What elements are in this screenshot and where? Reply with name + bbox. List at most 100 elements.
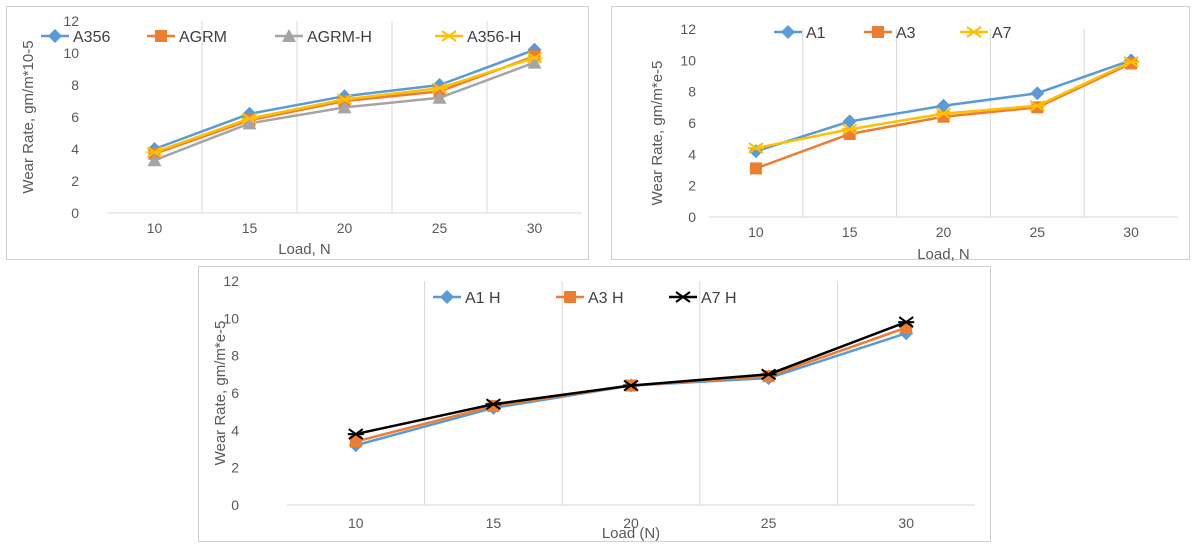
chart-panel-wear-rate-heat-treated: 0 2 4 6 8 10 12 10 15 20 25 30 Load (N) Wear Rate, gm… xyxy=(198,266,991,542)
chart-panel-wear-rate-composites: 0 2 4 6 8 10 12 10 15 20 25 30 Load, N Wear Rate, gm/… xyxy=(611,6,1190,261)
gridlines xyxy=(424,281,838,505)
series-line xyxy=(355,320,907,436)
gridlines xyxy=(802,29,1085,217)
data-point xyxy=(241,112,258,125)
data-point xyxy=(936,98,951,113)
y-tick-label: 6 xyxy=(688,115,696,131)
data-point xyxy=(747,142,764,154)
series-a1 xyxy=(748,53,1139,159)
x-tick-label: 15 xyxy=(242,220,258,236)
data-point xyxy=(347,428,364,440)
legend-item: A1 xyxy=(774,25,826,42)
x-tick-label: 25 xyxy=(432,220,448,236)
legend-item: A3 xyxy=(864,25,916,42)
y-axis-ticks: 0 2 4 6 8 10 12 xyxy=(223,273,239,513)
legend-label: A356 xyxy=(73,29,110,46)
legend-marker xyxy=(966,26,982,38)
y-tick-label: 4 xyxy=(688,146,696,162)
data-point xyxy=(1123,56,1140,68)
data-point xyxy=(1029,99,1046,112)
y-tick-label: 2 xyxy=(688,178,696,194)
y-tick-label: 4 xyxy=(231,422,239,438)
data-point xyxy=(841,123,858,136)
legend-marker xyxy=(48,29,62,43)
y-tick-label: 2 xyxy=(71,173,79,189)
x-tick-label: 15 xyxy=(842,224,858,240)
legend-label: A356-H xyxy=(467,29,521,46)
y-axis-title: Wear Rate, gm/m*e-5 xyxy=(649,61,666,206)
legend: A1 A3 A7 xyxy=(774,25,1012,42)
y-tick-label: 6 xyxy=(231,385,239,401)
y-tick-label: 12 xyxy=(223,273,239,289)
y-tick-label: 8 xyxy=(71,77,79,93)
y-axis-title: Wear Rate, gm/m*10-5 xyxy=(20,40,37,193)
x-tick-label: 10 xyxy=(147,220,163,236)
y-tick-label: 0 xyxy=(688,209,696,225)
legend: A356 AGRM AGRM-H A356-H xyxy=(41,29,521,46)
legend-item: A7 H xyxy=(669,290,737,307)
legend-marker xyxy=(440,290,454,304)
data-point xyxy=(336,93,353,106)
legend-marker xyxy=(155,30,167,42)
legend-item: A7 xyxy=(960,25,1012,42)
y-axis-ticks: 0 2 4 6 8 10 12 xyxy=(680,21,696,225)
legend-marker xyxy=(441,30,457,42)
y-tick-label: 0 xyxy=(71,205,79,221)
y-tick-label: 8 xyxy=(231,348,239,364)
legend-item: A1 H xyxy=(433,290,501,307)
x-tick-label: 30 xyxy=(898,515,914,531)
gridlines xyxy=(201,21,488,213)
legend-marker xyxy=(564,291,576,303)
y-tick-label: 10 xyxy=(223,310,239,326)
data-point xyxy=(337,100,352,114)
chart-svg: 0 2 4 6 8 10 12 10 15 20 25 30 Load, N Wear Rate, gm/… xyxy=(20,13,582,258)
legend-marker xyxy=(282,29,296,42)
chart-svg: 0 2 4 6 8 10 12 10 15 20 25 30 Load, N Wear Rate, gm/… xyxy=(649,21,1178,261)
chart-svg: 0 2 4 6 8 10 12 10 15 20 25 30 Load (N) Wear Rate, gm… xyxy=(212,273,975,542)
data-point xyxy=(146,146,163,159)
data-point xyxy=(760,368,777,381)
y-axis-title: Wear Rate, gm/m*e-5 xyxy=(212,321,229,466)
legend-item: A356-H xyxy=(435,29,521,46)
x-axis-ticks: 10 15 20 25 30 xyxy=(348,515,914,531)
series-a3 xyxy=(749,57,1138,175)
series-a7-h xyxy=(347,316,915,440)
series-agrm-h xyxy=(147,55,542,167)
legend-item: AGRM xyxy=(147,29,227,46)
data-point xyxy=(349,435,362,448)
legend-marker xyxy=(872,26,884,38)
y-tick-label: 4 xyxy=(71,141,79,157)
y-tick-label: 8 xyxy=(688,84,696,100)
y-tick-label: 10 xyxy=(680,52,696,68)
data-point xyxy=(242,116,257,130)
x-axis-ticks: 10 15 20 25 30 xyxy=(748,224,1139,240)
x-tick-label: 10 xyxy=(348,515,364,531)
x-tick-label: 20 xyxy=(936,224,952,240)
data-point xyxy=(485,398,502,411)
x-tick-label: 10 xyxy=(748,224,764,240)
y-tick-label: 0 xyxy=(231,497,239,513)
x-tick-label: 30 xyxy=(527,220,543,236)
x-axis-title: Load, N xyxy=(278,241,331,258)
legend-label: A1 xyxy=(806,25,826,42)
legend-label: A3 H xyxy=(588,290,624,307)
x-tick-label: 20 xyxy=(337,220,353,236)
chart-panel-wear-rate-alloys: 0 2 4 6 8 10 12 10 15 20 25 30 Load, N Wear Rate, gm/… xyxy=(6,6,589,260)
series-a7 xyxy=(747,56,1140,154)
data-point xyxy=(842,114,857,129)
data-point xyxy=(898,316,915,328)
data-point xyxy=(147,153,162,167)
y-tick-label: 12 xyxy=(63,13,79,29)
y-axis-ticks: 0 2 4 6 8 10 12 xyxy=(63,13,79,221)
x-tick-label: 15 xyxy=(486,515,502,531)
series-a356-h xyxy=(146,51,543,159)
y-tick-label: 2 xyxy=(231,460,239,476)
data-point xyxy=(623,379,639,392)
legend-label: A7 xyxy=(992,25,1012,42)
y-tick-label: 12 xyxy=(680,21,696,37)
y-tick-label: 6 xyxy=(71,109,79,125)
data-point xyxy=(749,162,762,175)
legend-label: A1 H xyxy=(465,290,501,307)
x-axis-title: Load, N xyxy=(917,246,970,261)
legend-item: A356 xyxy=(41,29,110,46)
